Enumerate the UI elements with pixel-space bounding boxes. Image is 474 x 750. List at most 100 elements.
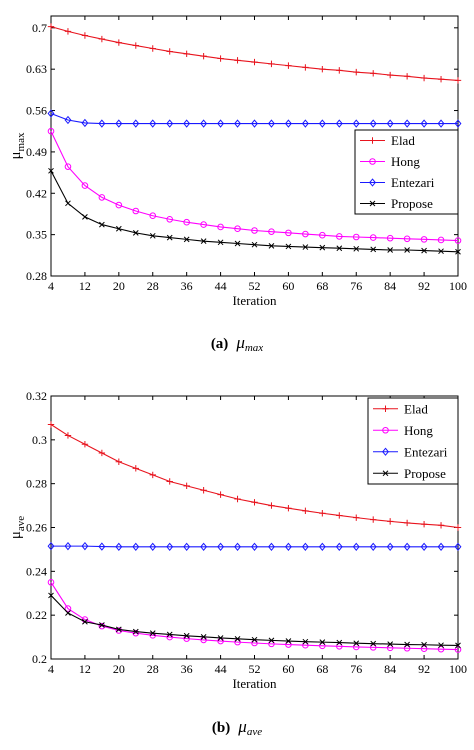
- chart-a-series-entezari-point: [234, 119, 241, 128]
- chart-a-legend-box: [354, 129, 459, 215]
- chart-b-x-tick-label: 44: [215, 662, 227, 676]
- chart-b-y-tick-label: 0.24: [26, 564, 47, 578]
- chart-b-x-tick-label: 20: [113, 662, 125, 676]
- chart-a-x-tick-label: 76: [350, 279, 362, 293]
- chart-a-series-propose-point: [183, 236, 190, 243]
- chart-b-y-tick-label: 0.28: [26, 477, 47, 491]
- chart-b-x-tick-label: 4: [48, 662, 54, 676]
- caption-a-subscript: max: [244, 342, 264, 354]
- chart-a-x-tick-label: 36: [181, 279, 193, 293]
- chart-b-series-entezari-point: [132, 542, 140, 551]
- chart-a-series-hong-point: [200, 221, 207, 228]
- chart-b-series-elad-point: [454, 524, 462, 531]
- chart-a-legend-elad-label: Elad: [391, 133, 415, 148]
- chart-b-series-propose-point: [268, 637, 275, 644]
- chart-b-legend-entezari-label: Entezari: [404, 444, 448, 459]
- chart-b-series-entezari-point: [234, 542, 241, 551]
- chart-a-series-hong-point: [132, 207, 140, 215]
- chart-a-x-tick-label: 60: [282, 279, 294, 293]
- chart-b-series-propose-point: [234, 635, 241, 642]
- chart-b-series-propose-point: [48, 592, 54, 599]
- chart-b-series-elad-point: [403, 519, 411, 527]
- chart-a-series-hong-point: [403, 235, 411, 243]
- caption-a-symbol: μ: [236, 333, 245, 352]
- chart-a-series-entezari: [47, 109, 462, 128]
- caption-a: (a) μmax: [0, 333, 474, 354]
- chart-a-series-hong-point: [386, 234, 394, 242]
- chart-b-y-tick-label: 0.32: [26, 389, 47, 403]
- chart-a-series-elad-point: [132, 42, 139, 49]
- chart-b-series-entezari-point: [386, 542, 394, 551]
- chart-b-series-elad-point: [353, 514, 360, 521]
- chart-a-series-elad-point: [81, 32, 89, 39]
- chart-b-series-elad-point: [386, 518, 394, 525]
- chart-b-legend-propose-marker: [382, 470, 389, 477]
- chart-a-series-hong-point: [166, 215, 174, 223]
- chart-a-series-elad-point: [403, 73, 411, 80]
- chart-b-legend-propose-label: Propose: [404, 466, 446, 481]
- chart-a-series-elad-point: [302, 64, 309, 71]
- chart-a-x-tick-label: 52: [249, 279, 261, 293]
- chart-b-series-hong-point: [132, 629, 140, 637]
- chart-b-series-entezari-point: [64, 541, 72, 551]
- chart-b-x-tick-label: 28: [147, 662, 159, 676]
- chart-b-series-hong-line: [50, 581, 459, 651]
- chart-a-series-elad: [47, 23, 462, 84]
- chart-b-x-tick-label: 92: [418, 662, 430, 676]
- chart-b-series-elad-point: [132, 465, 139, 472]
- chart-b-series-entezari-point: [166, 542, 174, 551]
- chart-a-series-entezari-point: [403, 119, 411, 128]
- chart-b-series-entezari-point: [284, 542, 292, 551]
- chart-a-series-propose-point: [421, 247, 427, 254]
- chart-b-x-tick-label: 60: [282, 662, 294, 676]
- chart-b-y-axis-symbol: μ: [8, 531, 24, 539]
- chart-a-series-hong-point: [98, 194, 106, 201]
- chart-b-x-tick-label: 76: [350, 662, 362, 676]
- chart-a-series-propose-point: [455, 248, 461, 255]
- chart-a-series-elad-point: [437, 76, 445, 83]
- chart-b-series-elad-point: [336, 512, 343, 519]
- chart-a-x-tick-label: 92: [418, 279, 430, 293]
- chart-b-series-entezari-point: [454, 542, 462, 551]
- chart-b-series-elad: [47, 421, 462, 531]
- chart-a-series-entezari-point: [166, 119, 174, 128]
- chart-a-series-propose-point: [404, 247, 410, 253]
- chart-a-y-axis-label: μmax: [8, 132, 27, 159]
- chart-a-series-elad-point: [251, 58, 258, 66]
- chart-a-series-propose-point: [319, 244, 326, 251]
- chart-a-series-hong-line: [50, 130, 459, 242]
- chart-b-series-elad-point: [268, 502, 275, 509]
- chart-b-y-tick-label: 0.2: [32, 652, 47, 666]
- chart-a-x-tick-label: 4: [48, 279, 54, 293]
- chart-a-series-entezari-point: [183, 119, 191, 128]
- chart-b-series-propose-point: [166, 631, 173, 638]
- chart-a-series-propose-point: [99, 221, 105, 228]
- chart-a-series-hong-point: [352, 233, 360, 241]
- chart-b-series-elad-point: [251, 499, 258, 506]
- chart-b-legend-hong-marker: [382, 426, 389, 434]
- chart-b-series-propose-point: [421, 641, 427, 648]
- chart-b-series-hong-point: [47, 578, 55, 586]
- chart-a-series-hong-point: [335, 233, 343, 240]
- chart-b-series-elad-point: [420, 521, 428, 528]
- chart-b-series-hong-point: [437, 645, 445, 653]
- caption-a-tag: (a): [210, 336, 229, 352]
- chart-b-series-entezari-point: [318, 542, 326, 551]
- chart-a-series-entezari-point: [437, 119, 445, 128]
- chart-a-series-propose-point: [370, 246, 377, 253]
- chart-b-x-tick-label: 100: [449, 662, 467, 676]
- chart-a-series-entezari-point: [217, 119, 225, 128]
- chart-a-series-entezari-point: [352, 119, 360, 128]
- chart-a-series-elad-point: [386, 71, 394, 79]
- chart-a-series-elad-point: [336, 67, 343, 74]
- chart-a-series-hong-point: [420, 236, 428, 243]
- chart-b-series-propose-point: [65, 610, 71, 616]
- chart-a-series-entezari-point: [132, 119, 140, 128]
- chart-b-series-propose-point: [217, 635, 224, 641]
- chart-a-y-tick-label: 0.28: [26, 269, 47, 283]
- chart-a-series-propose-point: [48, 167, 54, 174]
- chart-a-series-entezari-point: [454, 119, 462, 128]
- chart-a-x-tick-label: 68: [316, 279, 328, 293]
- chart-a-legend: Elad Hong Entezari Propose: [354, 129, 459, 215]
- chart-b-series-entezari: [47, 541, 462, 551]
